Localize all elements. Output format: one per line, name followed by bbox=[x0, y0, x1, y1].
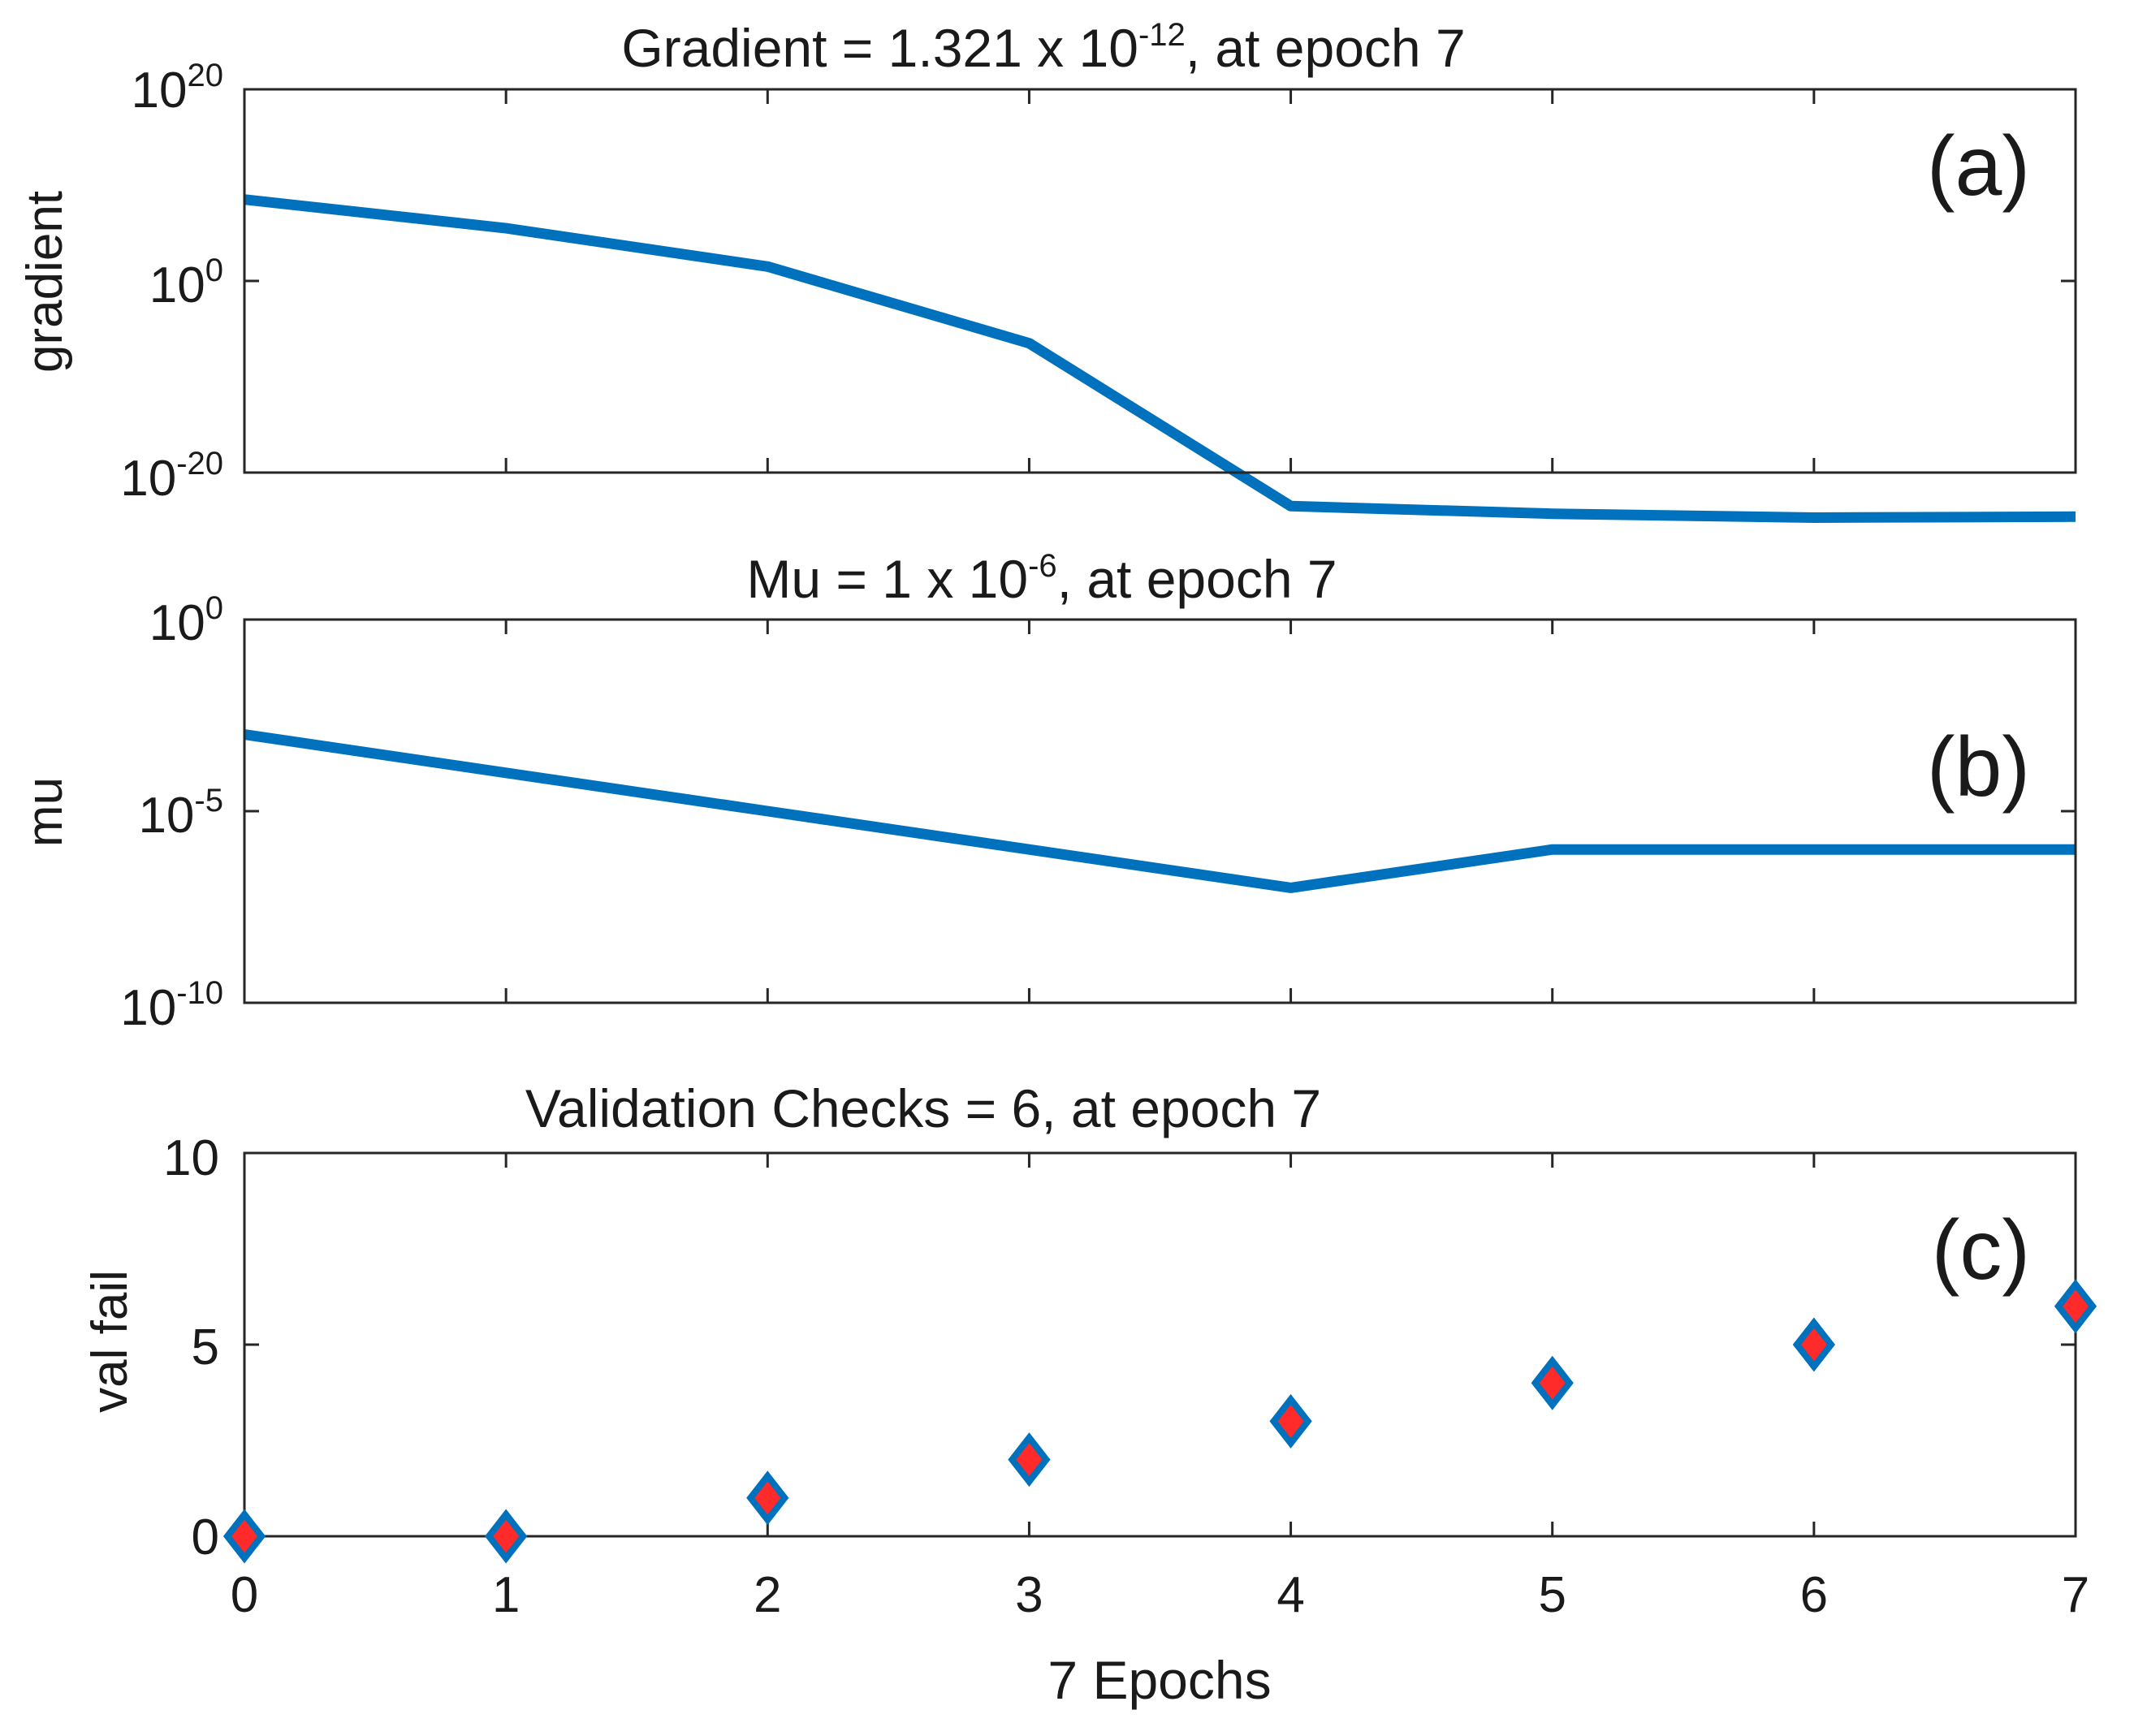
x-tick-label: 1 bbox=[492, 1567, 520, 1623]
panel-a-ylabel: gradient bbox=[17, 191, 73, 373]
panel-c-ytick-label: 5 bbox=[192, 1319, 219, 1375]
val-fail-marker bbox=[1792, 1317, 1835, 1372]
panel-c-yticklabels: 0 5 10 bbox=[163, 1130, 219, 1565]
panel-a-tag: (a) bbox=[1927, 119, 2030, 214]
panel-a: Gradient = 1.321 x 10-12, at epoch 7 gra… bbox=[17, 17, 2077, 523]
panel-b: Mu = 1 x 10-6, at epoch 7 mu (b) 100 10-… bbox=[17, 548, 2077, 1036]
panel-c-markers bbox=[222, 1279, 2097, 1564]
panel-a-ytick-label: 1020 bbox=[132, 58, 223, 119]
panel-b-ytick-label: 10-5 bbox=[138, 783, 223, 844]
panel-b-title: Mu = 1 x 10-6, at epoch 7 bbox=[746, 548, 1337, 609]
x-tick-label: 7 bbox=[2062, 1567, 2089, 1623]
panel-b-ticks bbox=[243, 618, 2077, 1004]
panel-a-ticks bbox=[243, 88, 2077, 474]
val-fail-marker bbox=[2054, 1279, 2097, 1334]
panel-a-axes bbox=[243, 88, 2077, 474]
panel-b-yticklabels: 100 10-5 10-10 bbox=[120, 590, 223, 1036]
x-tick-label: 4 bbox=[1277, 1567, 1304, 1623]
panel-b-axes bbox=[243, 618, 2077, 1004]
val-fail-marker bbox=[746, 1470, 789, 1526]
x-tick-label: 2 bbox=[754, 1567, 781, 1623]
panel-c-ylabel: val fail bbox=[82, 1270, 138, 1413]
panel-c-xlabel: 7 Epochs bbox=[1048, 1650, 1271, 1710]
panel-c: Validation Checks = 6, at epoch 7 val fa… bbox=[82, 1078, 2097, 1710]
panel-a-ytick-label: 10-20 bbox=[120, 446, 223, 507]
x-tick-label: 6 bbox=[1800, 1567, 1828, 1623]
panel-c-tag: (c) bbox=[1932, 1203, 2030, 1298]
x-tick-label: 5 bbox=[1538, 1567, 1566, 1623]
panel-c-axes bbox=[243, 1151, 2077, 1538]
panel-b-ytick-label: 10-10 bbox=[120, 975, 223, 1036]
x-tick-label: 3 bbox=[1015, 1567, 1043, 1623]
panel-a-title: Gradient = 1.321 x 10-12, at epoch 7 bbox=[621, 17, 1465, 78]
val-fail-marker bbox=[222, 1509, 266, 1564]
panel-c-title: Validation Checks = 6, at epoch 7 bbox=[525, 1078, 1321, 1138]
panel-c-ytick-label: 0 bbox=[192, 1509, 219, 1565]
panel-b-mu-line bbox=[244, 729, 2076, 893]
panel-b-tag: (b) bbox=[1927, 720, 2030, 814]
panel-c-xticklabels: 0 1 2 3 4 5 6 7 bbox=[231, 1567, 2089, 1623]
panel-b-ylabel: mu bbox=[17, 777, 73, 847]
val-fail-marker bbox=[485, 1509, 528, 1564]
x-tick-label: 0 bbox=[231, 1567, 258, 1623]
panel-c-ytick-label: 10 bbox=[163, 1130, 219, 1186]
panel-a-ytick-label: 100 bbox=[149, 253, 223, 313]
val-fail-marker bbox=[1531, 1355, 1574, 1410]
panel-b-ytick-label: 100 bbox=[149, 590, 223, 651]
val-fail-marker bbox=[1008, 1432, 1051, 1488]
panel-a-gradient-line bbox=[244, 194, 2076, 523]
panel-a-yticklabels: 1020 100 10-20 bbox=[120, 58, 223, 507]
val-fail-marker bbox=[1269, 1393, 1312, 1449]
